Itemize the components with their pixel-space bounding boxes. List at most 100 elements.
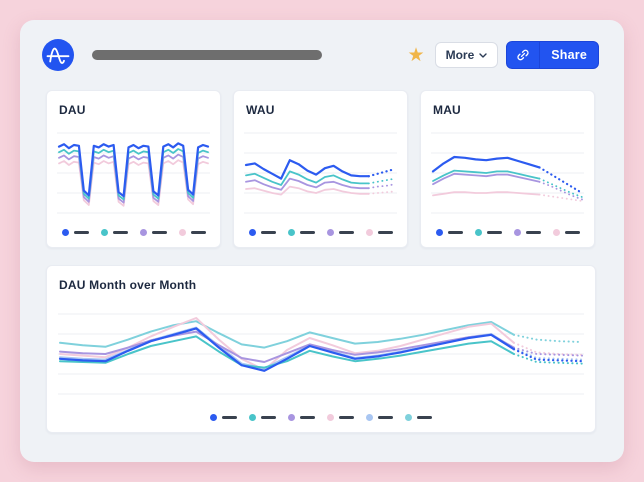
legend-label-placeholder bbox=[377, 231, 393, 234]
favorite-star-icon[interactable]: ★ bbox=[407, 44, 425, 66]
series-line-blue bbox=[58, 327, 515, 372]
mau-chart bbox=[431, 132, 584, 214]
legend-series-dot bbox=[365, 229, 373, 236]
chart-card-dau-mom: DAU Month over Month bbox=[46, 265, 596, 433]
legend-label-placeholder bbox=[260, 231, 276, 234]
legend-item[interactable] bbox=[513, 229, 541, 236]
legend-item[interactable] bbox=[288, 414, 315, 421]
metrics-row: DAU WAU MAU bbox=[20, 90, 624, 248]
legend-item[interactable] bbox=[327, 414, 354, 421]
share-button[interactable]: Share bbox=[506, 41, 599, 69]
dau-chart bbox=[57, 132, 210, 214]
legend-series-dot bbox=[139, 229, 147, 236]
legend-series-dot bbox=[405, 414, 412, 421]
legend-label-placeholder bbox=[525, 231, 541, 234]
dau-mom-legend bbox=[210, 414, 432, 421]
legend-series-dot bbox=[248, 229, 256, 236]
series-line-pink-forecast bbox=[367, 190, 396, 195]
legend-item[interactable] bbox=[287, 229, 315, 236]
legend-item[interactable] bbox=[178, 229, 206, 236]
series-line-teal-forecast bbox=[538, 177, 583, 198]
series-line-lightcyan bbox=[59, 320, 515, 349]
chart-title-mau: MAU bbox=[433, 103, 461, 117]
series-line-blue-forecast bbox=[512, 348, 584, 363]
legend-label-placeholder bbox=[73, 231, 89, 234]
legend-series-dot bbox=[100, 229, 108, 236]
mau-legend bbox=[435, 229, 580, 236]
legend-item[interactable] bbox=[248, 229, 276, 236]
series-line-teal bbox=[432, 169, 541, 182]
legend-label-placeholder bbox=[222, 416, 237, 419]
wau-legend bbox=[248, 229, 393, 236]
series-line-pink bbox=[59, 317, 515, 371]
chart-title-dau-mom: DAU Month over Month bbox=[59, 278, 197, 292]
series-line-teal bbox=[245, 170, 370, 186]
series-line-purple-forecast bbox=[367, 183, 396, 190]
series-line-purple-forecast bbox=[538, 180, 583, 201]
share-button-divider bbox=[539, 42, 541, 68]
chart-title-dau: DAU bbox=[59, 103, 86, 117]
legend-series-dot bbox=[513, 229, 521, 236]
dau-mom-chart bbox=[58, 313, 584, 395]
series-line-purple bbox=[432, 172, 541, 186]
legend-item[interactable] bbox=[474, 229, 502, 236]
legend-item[interactable] bbox=[366, 414, 393, 421]
copy-link-segment[interactable] bbox=[507, 42, 539, 68]
link-icon bbox=[517, 49, 529, 61]
series-line-teal bbox=[59, 335, 515, 369]
legend-series-dot bbox=[288, 414, 295, 421]
legend-series-dot bbox=[249, 414, 256, 421]
chart-card-wau: WAU bbox=[233, 90, 408, 248]
series-line-blue-forecast bbox=[367, 167, 397, 178]
legend-item[interactable] bbox=[61, 229, 89, 236]
legend-item[interactable] bbox=[405, 414, 432, 421]
legend-label-placeholder bbox=[300, 416, 315, 419]
legend-series-dot bbox=[474, 229, 482, 236]
report-title-placeholder bbox=[92, 50, 322, 60]
legend-label-placeholder bbox=[112, 231, 128, 234]
topbar-actions: ★ More bbox=[408, 41, 599, 69]
legend-series-dot bbox=[326, 229, 334, 236]
legend-label-placeholder bbox=[339, 416, 354, 419]
share-button-label: Share bbox=[551, 48, 587, 62]
series-line-pink-forecast bbox=[538, 193, 583, 202]
legend-item[interactable] bbox=[435, 229, 463, 236]
legend-item[interactable] bbox=[249, 414, 276, 421]
series-line-pink-forecast bbox=[512, 341, 583, 356]
more-button[interactable]: More bbox=[434, 42, 499, 68]
legend-label-placeholder bbox=[151, 231, 167, 234]
chart-title-wau: WAU bbox=[246, 103, 275, 117]
legend-series-dot bbox=[178, 229, 186, 236]
legend-series-dot bbox=[327, 414, 334, 421]
legend-label-placeholder bbox=[417, 416, 432, 419]
legend-series-dot bbox=[435, 229, 443, 236]
series-line-blue bbox=[431, 155, 541, 173]
legend-series-dot bbox=[210, 414, 217, 421]
legend-label-placeholder bbox=[564, 231, 580, 234]
topbar: ★ More bbox=[20, 20, 624, 90]
legend-label-placeholder bbox=[261, 416, 276, 419]
legend-item[interactable] bbox=[100, 229, 128, 236]
legend-label-placeholder bbox=[378, 416, 393, 419]
legend-series-dot bbox=[552, 229, 560, 236]
chart-card-mau: MAU bbox=[420, 90, 595, 248]
legend-label-placeholder bbox=[338, 231, 354, 234]
legend-series-dot bbox=[366, 414, 373, 421]
series-line-purple bbox=[59, 330, 515, 363]
legend-label-placeholder bbox=[486, 231, 502, 234]
legend-series-dot bbox=[61, 229, 69, 236]
legend-item[interactable] bbox=[552, 229, 580, 236]
legend-item[interactable] bbox=[365, 229, 393, 236]
legend-series-dot bbox=[287, 229, 295, 236]
legend-label-placeholder bbox=[299, 231, 315, 234]
series-line-purple bbox=[245, 177, 370, 191]
legend-item[interactable] bbox=[210, 414, 237, 421]
series-line-blue-forecast bbox=[538, 166, 584, 195]
more-button-label: More bbox=[445, 48, 475, 62]
series-line-blue bbox=[244, 159, 370, 180]
series-line-lightcyan-forecast bbox=[512, 333, 583, 343]
amplitude-logo-glyph bbox=[46, 47, 70, 64]
legend-item[interactable] bbox=[139, 229, 167, 236]
amplitude-logo[interactable] bbox=[42, 39, 74, 71]
legend-item[interactable] bbox=[326, 229, 354, 236]
